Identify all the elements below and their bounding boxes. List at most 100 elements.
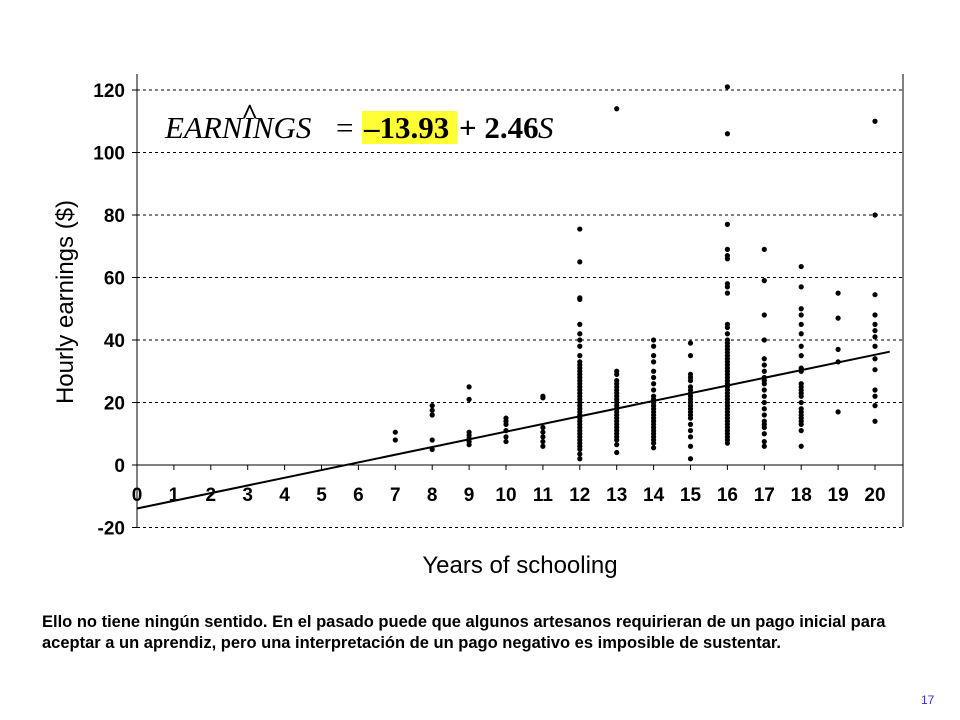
x-tick-label: 0	[132, 485, 143, 506]
y-tick-label: 0	[114, 456, 125, 477]
data-point	[687, 353, 694, 359]
data-point	[724, 221, 731, 227]
data-point	[761, 387, 767, 393]
data-point	[835, 409, 841, 415]
x-tick-label: 7	[390, 485, 401, 506]
data-point	[687, 443, 694, 449]
data-point	[872, 367, 878, 373]
data-point	[614, 378, 620, 384]
data-point	[872, 343, 878, 349]
data-point	[761, 356, 767, 362]
data-point	[872, 212, 878, 218]
data-point	[761, 278, 767, 284]
y-tick-label: 20	[104, 394, 125, 415]
data-point	[872, 403, 878, 409]
x-tick-label: 20	[864, 485, 885, 506]
data-point	[761, 443, 767, 449]
data-point	[724, 253, 731, 259]
x-tick-label: 12	[569, 485, 590, 506]
data-point	[761, 362, 767, 368]
x-tick-label: 9	[464, 485, 475, 506]
y-tick-label: 60	[104, 269, 125, 290]
data-point	[614, 106, 620, 112]
data-point	[872, 118, 878, 124]
y-tick-label: 100	[93, 144, 125, 165]
x-tick-label: 6	[353, 485, 364, 506]
data-point	[466, 396, 472, 402]
data-point	[724, 131, 731, 137]
data-point	[798, 263, 804, 270]
data-point	[724, 281, 731, 287]
data-point	[724, 337, 731, 343]
data-point	[651, 359, 657, 365]
data-point	[429, 412, 435, 418]
data-point	[761, 438, 767, 445]
x-tick-label: 13	[606, 485, 627, 506]
regression-equation: EARNINGS ^ = –13.93 + 2.46 S	[164, 98, 554, 145]
data-points	[392, 84, 878, 462]
equation-variable: S	[538, 110, 554, 145]
data-point	[577, 456, 583, 462]
data-point	[392, 429, 398, 435]
data-point	[724, 246, 731, 252]
data-point	[577, 321, 583, 327]
y-tick-label: -20	[98, 519, 125, 540]
x-tick-label: 8	[427, 485, 438, 506]
data-point	[724, 290, 731, 296]
data-point	[724, 321, 731, 327]
data-point	[761, 399, 767, 406]
data-point	[577, 337, 583, 343]
x-tick-label: 14	[643, 485, 665, 506]
data-point	[503, 434, 509, 440]
data-point	[761, 368, 767, 374]
data-point	[798, 353, 804, 359]
x-tick-label: 10	[495, 485, 516, 506]
data-point	[687, 456, 694, 462]
x-tick-label: 17	[754, 485, 775, 506]
data-point	[687, 421, 694, 427]
y-tick-label: 40	[104, 331, 125, 352]
data-point	[761, 246, 767, 252]
axes	[132, 74, 904, 528]
x-tick-label: 1	[169, 485, 180, 506]
data-point	[466, 384, 472, 390]
regression-line	[136, 350, 890, 510]
data-point	[651, 445, 657, 451]
data-point	[503, 438, 509, 445]
data-point	[651, 368, 657, 374]
data-point	[687, 434, 694, 440]
data-point	[687, 428, 694, 434]
data-point	[761, 431, 767, 437]
data-point	[651, 343, 657, 349]
data-point	[872, 356, 878, 362]
data-point	[798, 381, 804, 387]
data-point	[724, 331, 731, 337]
x-tick-label: 19	[828, 485, 849, 506]
data-point	[761, 412, 767, 418]
data-point	[651, 374, 657, 381]
x-tick-label: 16	[717, 485, 738, 506]
data-point	[540, 424, 546, 431]
data-point	[798, 399, 804, 406]
data-point	[872, 393, 878, 399]
y-tick-label: 120	[93, 81, 125, 102]
data-point	[798, 343, 804, 349]
data-point	[577, 259, 583, 265]
data-point	[429, 437, 435, 443]
grid-lines	[137, 89, 903, 528]
data-point	[835, 315, 841, 321]
equation-hat: ^	[241, 98, 258, 131]
data-point	[651, 387, 657, 393]
data-point	[651, 393, 657, 399]
data-point	[429, 407, 435, 413]
x-tick-label: 3	[242, 485, 253, 506]
x-axis-title: Years of schooling	[422, 552, 617, 579]
x-tick-labels: 0 1 2 3 4 5 6 7 8 9 10 11 12 13 14 15 16 17 18 19 20	[132, 485, 886, 506]
data-point	[798, 321, 804, 327]
data-point	[651, 337, 657, 343]
data-point	[872, 312, 878, 318]
data-point	[724, 84, 731, 90]
data-point	[577, 331, 583, 337]
data-point	[872, 387, 878, 393]
data-point	[761, 312, 767, 318]
